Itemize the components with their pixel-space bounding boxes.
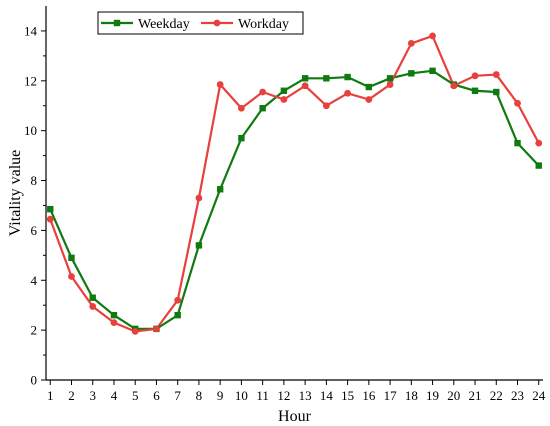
x-tick-label: 10 [235,388,248,403]
x-tick-label: 4 [111,388,118,403]
point-workday [450,82,458,90]
point-workday [153,325,160,333]
x-tick-label: 12 [277,388,290,403]
point-workday [174,296,182,304]
point-workday [280,96,288,103]
point-weekday [195,242,203,249]
x-tick-label: 6 [153,388,160,403]
point-weekday [280,87,288,94]
x-tick-label: 8 [196,388,203,403]
point-workday [386,81,394,88]
x-tick-label: 13 [299,388,312,403]
point-workday [89,303,97,310]
point-weekday [68,254,75,262]
x-tick-label: 16 [362,388,376,403]
x-tick-label: 1 [47,388,54,403]
point-workday [365,96,373,103]
y-tick-label: 14 [24,23,38,38]
point-workday [535,139,543,147]
x-tick-label: 14 [320,388,334,403]
point-weekday [301,75,309,82]
x-axis-title: Hour [278,408,312,425]
x-tick-label: 2 [68,388,75,403]
legend-label-weekday: Weekday [138,17,190,32]
point-weekday [514,139,521,147]
y-tick-label: 8 [31,173,38,188]
point-weekday [259,105,266,112]
legend-label-workday: Workday [238,17,289,32]
x-tick-label: 17 [384,388,398,403]
series-lines [46,32,543,335]
point-workday [216,81,224,88]
point-weekday [386,75,394,82]
y-tick-label: 4 [31,273,38,288]
point-weekday [408,70,415,77]
legend-marker-circle [213,19,221,27]
x-tick-label: 15 [341,388,354,403]
point-weekday [344,73,351,81]
legend-marker-square [113,19,121,27]
point-weekday [471,87,479,94]
point-workday [429,32,436,40]
point-workday [492,71,500,78]
x-tick-label: 9 [217,388,224,403]
ticks: 1 2 3 4 5 6 7 8 9 10 11 12 13 14 15 16 17 18 19 20 21 22 23 240… [24,23,546,403]
y-tick-label: 0 [31,373,38,388]
point-workday [514,99,521,107]
legend: Weekday Workday [97,11,304,35]
point-workday [322,102,330,110]
point-weekday [89,294,96,301]
point-weekday [365,83,373,91]
point-workday [407,40,415,47]
axes [45,6,543,381]
point-weekday [216,186,224,193]
x-tick-label: 11 [256,388,269,403]
point-workday [195,194,203,202]
x-tick-label: 19 [426,388,439,403]
point-weekday [429,67,436,75]
point-weekday [535,162,542,169]
y-tick-label: 10 [24,123,37,138]
point-weekday [174,311,181,319]
y-tick-label: 6 [31,223,38,238]
point-workday [259,88,267,96]
x-tick-label: 5 [132,388,139,403]
y-axis-title: Vitality value [7,150,24,237]
point-workday [471,72,479,80]
point-weekday [47,206,54,213]
series-line-workday [49,34,540,333]
point-weekday [238,134,245,142]
point-workday [68,273,75,280]
x-tick-label: 20 [447,388,460,403]
point-workday [344,89,351,97]
point-weekday [323,75,330,82]
x-tick-label: 3 [89,388,96,403]
point-weekday [110,311,118,319]
series-line-weekday [49,69,540,330]
x-tick-label: 18 [405,388,418,403]
y-tick-label: 2 [31,323,38,338]
x-tick-label: 7 [174,388,181,403]
x-tick-label: 24 [532,388,546,403]
point-workday [110,319,118,327]
point-workday [46,215,54,223]
legend-frame [97,11,304,35]
x-tick-label: 23 [511,388,524,403]
point-workday [238,104,245,112]
point-weekday [493,88,500,96]
x-tick-label: 22 [490,388,503,403]
x-tick-label: 21 [469,388,482,403]
y-tick-label: 12 [24,73,37,88]
point-workday [131,327,139,335]
point-workday [301,82,309,90]
